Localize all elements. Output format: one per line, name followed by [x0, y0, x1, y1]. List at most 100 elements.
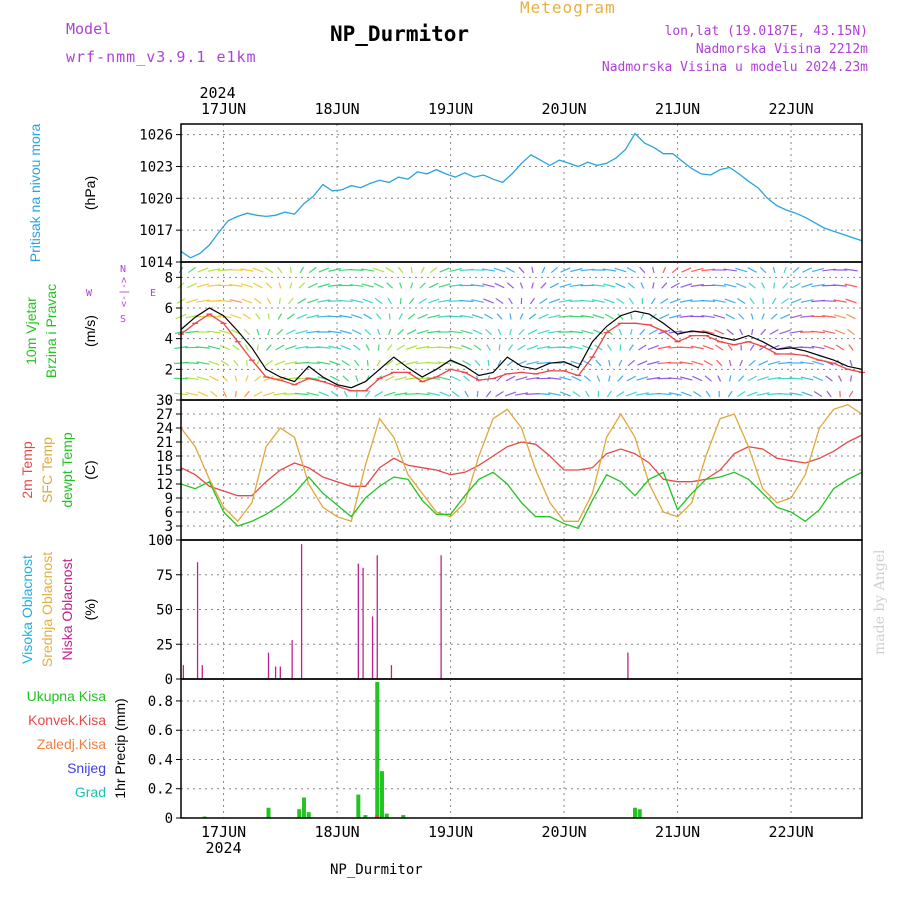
x-tick-label-bottom: 22JUN: [768, 823, 813, 841]
y-tick-label: 6: [165, 301, 173, 317]
wind-arrow: [228, 269, 243, 271]
wind-arrow: [712, 284, 727, 287]
wind-arrow: [826, 390, 832, 398]
wind-arrow: [397, 328, 404, 336]
wind-arrow: [680, 391, 692, 397]
wind-arrow: [275, 344, 285, 351]
x-tick-label-bottom: 21JUN: [655, 823, 700, 841]
wind-arrow: [471, 314, 484, 319]
wind-arrow: [703, 360, 713, 366]
wind-arrow: [630, 328, 633, 336]
wind-arrow: [757, 376, 769, 381]
wind-arrow: [307, 282, 318, 289]
wind-arrow: [738, 375, 745, 382]
wind-arrow: [277, 313, 283, 320]
y-tick-label: 30: [156, 393, 173, 409]
y-tick-label: 0: [165, 811, 173, 827]
wind-arrow: [802, 267, 812, 273]
wind-arrow: [188, 266, 196, 274]
wind-arrow: [848, 390, 854, 398]
wind-arrow: [305, 362, 320, 364]
wind-arrow: [779, 329, 791, 335]
wind-arrow: [252, 267, 264, 273]
wind-arrow: [628, 344, 634, 351]
wind-arrow: [317, 283, 330, 288]
panel-frame: [180, 678, 863, 819]
wind-arrow: [306, 314, 320, 319]
wind-arrow: [834, 314, 847, 319]
wind-arrow: [704, 375, 712, 382]
y-axis-label: Visoka Oblacnost: [19, 555, 35, 664]
wind-arrow: [449, 345, 462, 350]
wind-arrow: [185, 362, 199, 364]
wind-arrow: [508, 297, 513, 305]
wind-arrow: [278, 282, 282, 289]
wind-arrow: [591, 299, 605, 303]
wind-arrow: [256, 344, 259, 351]
wind-arrow: [812, 360, 825, 366]
wind-arrow: [569, 283, 584, 288]
wind-arrow: [845, 298, 857, 304]
wind-arrow: [474, 359, 481, 367]
wind-arrow: [692, 375, 703, 382]
wind-arrow: [507, 282, 515, 289]
wind-arrow: [355, 375, 359, 382]
wind-arrow: [789, 392, 803, 396]
wind-arrow: [723, 283, 737, 288]
wind-arrow: [294, 392, 309, 396]
wind-arrow: [496, 375, 503, 382]
y-unit-label: (hPa): [82, 176, 98, 210]
wind-arrow: [679, 361, 693, 365]
wind-arrow: [387, 297, 392, 305]
wind-arrow: [288, 297, 294, 305]
wind-arrow: [548, 298, 561, 304]
wind-arrow: [364, 328, 372, 336]
wind-arrow: [406, 329, 417, 335]
wind-arrow: [570, 267, 583, 273]
y-axis-label: Pritisak na nivou mora: [27, 124, 43, 263]
wind-arrow: [627, 359, 635, 367]
wind-arrow: [801, 283, 813, 288]
wind-arrow: [547, 330, 562, 334]
wind-arrow: [526, 345, 539, 350]
wind-arrow: [639, 266, 646, 274]
wind-arrow: [668, 377, 683, 380]
wind-arrow: [662, 266, 667, 274]
wind-arrow: [691, 267, 704, 273]
wind-arrow: [550, 266, 559, 274]
wind-arrow: [438, 283, 451, 288]
wind-arrow: [558, 346, 573, 349]
wind-arrow: [669, 314, 682, 319]
wind-arrow: [254, 375, 262, 382]
wind-arrow: [591, 284, 606, 287]
y-tick-label: 21: [156, 435, 173, 451]
wind-arrow: [747, 267, 757, 273]
wind-arrow: [648, 329, 658, 335]
y-tick-label: 0.4: [148, 752, 173, 768]
wind-arrow: [789, 314, 803, 319]
wind-arrow: [602, 268, 617, 272]
wind-arrow: [185, 376, 199, 381]
wind-arrow: [340, 344, 352, 351]
wind-arrow: [343, 390, 348, 398]
wind-arrow: [493, 267, 506, 273]
wind-arrow: [614, 267, 627, 273]
wind-arrow: [640, 282, 645, 289]
wind-arrow: [725, 313, 735, 320]
wind-arrow: [338, 299, 353, 303]
wind-arrow: [377, 328, 381, 336]
wind-arrow: [438, 299, 452, 303]
wind-arrow: [317, 299, 331, 303]
wind-arrow: [351, 314, 363, 319]
wind-arrow: [317, 361, 331, 365]
wind-arrow: [427, 314, 440, 319]
series-2m-temp: [180, 434, 863, 497]
wind-arrow: [374, 391, 384, 397]
wind-arrow: [242, 313, 252, 320]
x-tick-label-top: 17JUN: [201, 100, 246, 118]
wind-arrow: [397, 266, 404, 274]
y-axis-label: 2m Temp: [19, 441, 35, 499]
precip-bar: [301, 797, 306, 818]
